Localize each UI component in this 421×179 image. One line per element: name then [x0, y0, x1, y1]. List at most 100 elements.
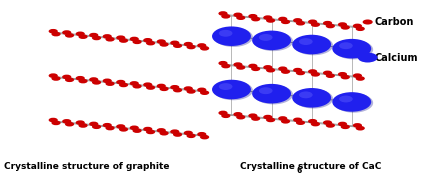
- Circle shape: [326, 24, 335, 28]
- Circle shape: [103, 123, 112, 127]
- Circle shape: [296, 71, 305, 75]
- Circle shape: [236, 15, 245, 20]
- Circle shape: [296, 120, 305, 125]
- Circle shape: [214, 81, 253, 100]
- Circle shape: [130, 125, 139, 130]
- Circle shape: [323, 120, 332, 125]
- Circle shape: [358, 53, 378, 62]
- Circle shape: [214, 27, 253, 47]
- Circle shape: [251, 116, 260, 121]
- Circle shape: [48, 73, 58, 78]
- Circle shape: [353, 73, 362, 78]
- Circle shape: [338, 72, 347, 77]
- Circle shape: [200, 46, 209, 51]
- Circle shape: [103, 34, 112, 39]
- Circle shape: [200, 135, 209, 139]
- Circle shape: [292, 88, 331, 108]
- Circle shape: [197, 43, 206, 48]
- Circle shape: [187, 89, 196, 94]
- Circle shape: [133, 84, 142, 89]
- Circle shape: [187, 45, 196, 49]
- Circle shape: [48, 118, 58, 122]
- Circle shape: [296, 21, 305, 26]
- Circle shape: [62, 30, 71, 35]
- Circle shape: [292, 35, 331, 54]
- Circle shape: [334, 40, 373, 59]
- Circle shape: [341, 25, 350, 30]
- Text: Carbon: Carbon: [375, 17, 414, 27]
- Text: Crystalline structure of graphite: Crystalline structure of graphite: [4, 162, 169, 171]
- Circle shape: [221, 113, 230, 118]
- Circle shape: [248, 14, 258, 19]
- Circle shape: [308, 20, 317, 24]
- Circle shape: [259, 34, 272, 41]
- Circle shape: [76, 76, 85, 81]
- Circle shape: [266, 68, 275, 72]
- Circle shape: [218, 11, 228, 16]
- Circle shape: [106, 37, 115, 42]
- Circle shape: [356, 126, 365, 130]
- Circle shape: [92, 36, 101, 40]
- Circle shape: [65, 78, 74, 82]
- Circle shape: [251, 67, 260, 71]
- Circle shape: [252, 84, 291, 103]
- Circle shape: [221, 14, 230, 19]
- Circle shape: [143, 38, 152, 43]
- Circle shape: [341, 75, 350, 79]
- Circle shape: [160, 86, 169, 91]
- Circle shape: [311, 122, 320, 126]
- Circle shape: [356, 26, 365, 31]
- Circle shape: [293, 18, 302, 23]
- Text: Crystalline structure of CaC: Crystalline structure of CaC: [240, 162, 382, 171]
- Circle shape: [294, 89, 333, 108]
- Circle shape: [157, 84, 166, 88]
- Circle shape: [78, 79, 88, 83]
- Circle shape: [51, 32, 61, 36]
- Circle shape: [293, 118, 302, 122]
- Circle shape: [51, 121, 61, 125]
- Circle shape: [266, 118, 275, 122]
- Circle shape: [236, 115, 245, 119]
- Circle shape: [62, 119, 71, 124]
- Circle shape: [103, 79, 112, 83]
- Circle shape: [143, 82, 152, 87]
- Circle shape: [263, 15, 272, 20]
- Circle shape: [259, 87, 272, 94]
- Circle shape: [251, 17, 260, 21]
- Circle shape: [160, 42, 169, 47]
- Circle shape: [233, 62, 242, 67]
- Circle shape: [294, 36, 333, 55]
- Circle shape: [157, 128, 166, 133]
- Circle shape: [323, 21, 332, 25]
- Circle shape: [326, 123, 335, 128]
- Circle shape: [116, 124, 125, 129]
- Circle shape: [200, 90, 209, 95]
- Circle shape: [263, 115, 272, 119]
- Circle shape: [48, 29, 58, 33]
- Circle shape: [78, 34, 88, 39]
- Circle shape: [116, 35, 125, 40]
- Circle shape: [219, 30, 232, 37]
- Circle shape: [254, 85, 293, 104]
- Circle shape: [212, 80, 251, 99]
- Circle shape: [263, 65, 272, 70]
- Circle shape: [76, 120, 85, 125]
- Circle shape: [339, 42, 353, 49]
- Circle shape: [353, 123, 362, 128]
- Circle shape: [78, 123, 88, 128]
- Circle shape: [65, 33, 74, 38]
- Circle shape: [278, 116, 288, 121]
- Circle shape: [119, 38, 128, 43]
- Circle shape: [341, 125, 350, 129]
- Circle shape: [89, 33, 99, 37]
- Circle shape: [218, 61, 228, 66]
- Circle shape: [323, 71, 332, 75]
- Circle shape: [62, 75, 71, 79]
- Circle shape: [248, 64, 258, 68]
- Circle shape: [146, 85, 155, 90]
- Circle shape: [248, 113, 258, 118]
- Circle shape: [119, 127, 128, 132]
- Circle shape: [184, 131, 193, 135]
- Circle shape: [197, 88, 206, 92]
- Circle shape: [266, 18, 275, 23]
